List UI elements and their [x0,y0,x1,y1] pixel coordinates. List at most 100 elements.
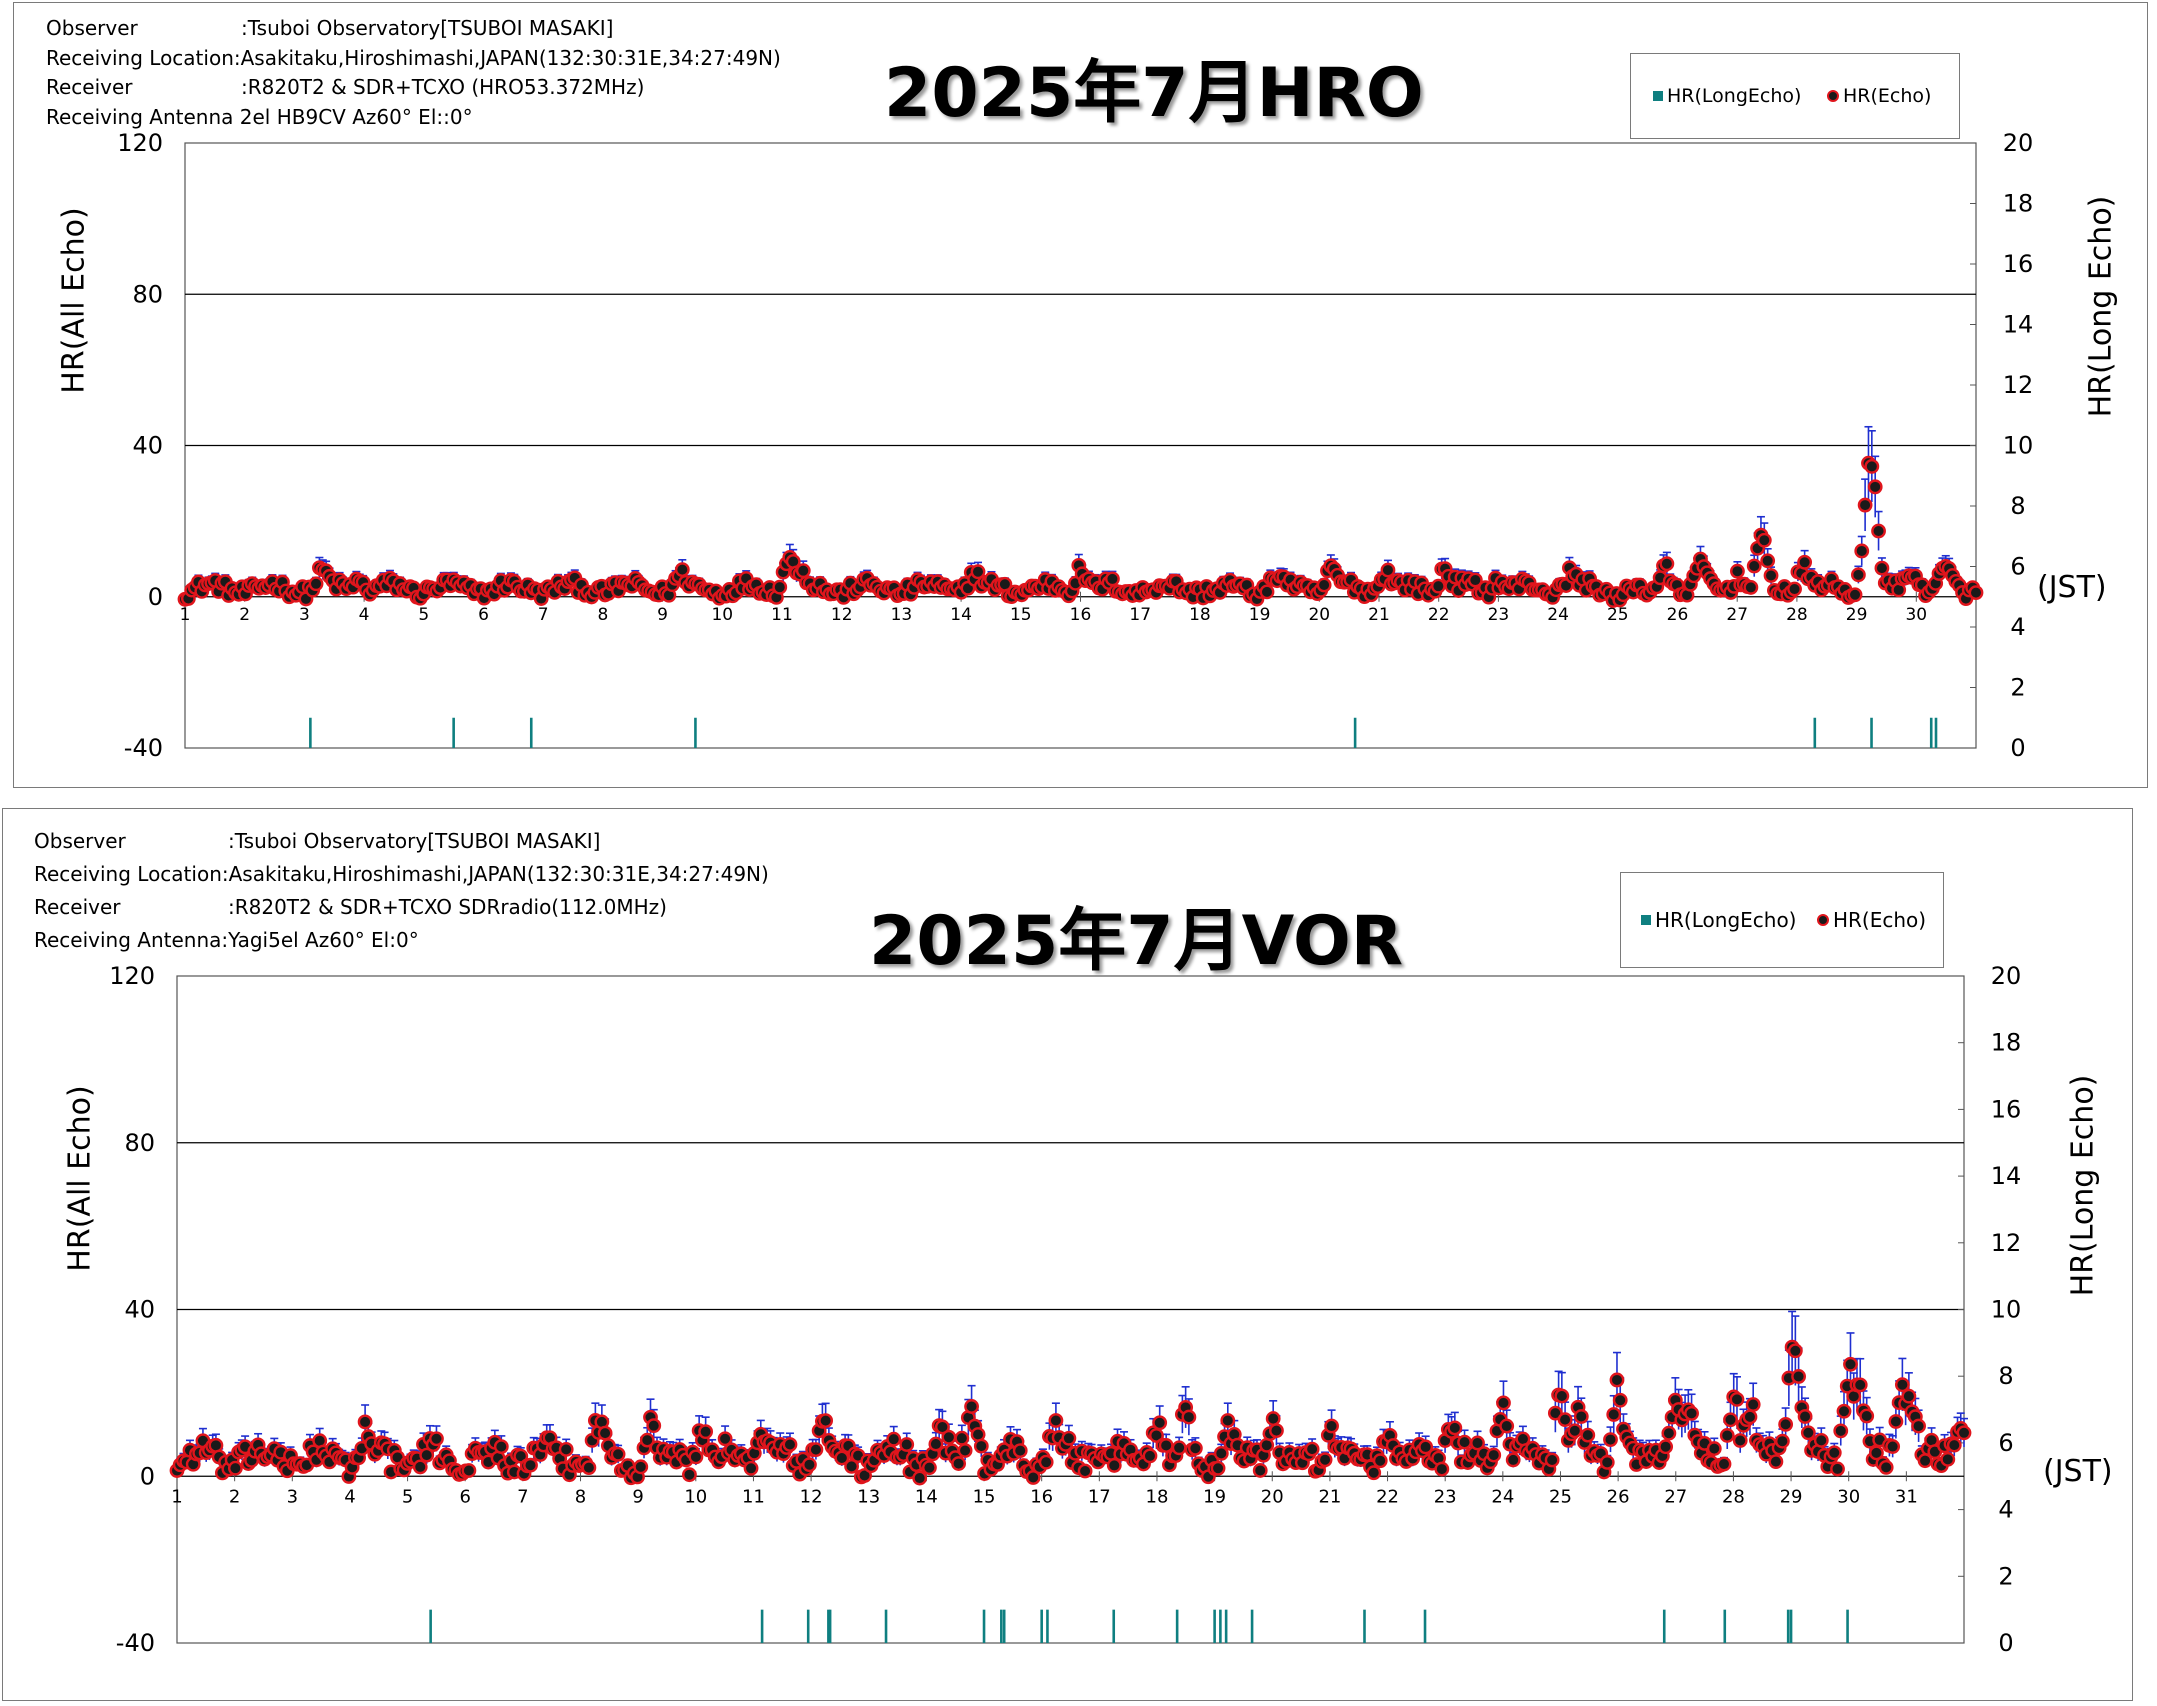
left-axis-tick-label: 40 [132,432,163,460]
x-axis-tick-label: 26 [1667,605,1689,625]
x-axis-tick-label: 21 [1318,1486,1341,1507]
x-axis-tick-label: 2 [239,605,250,625]
echo-data-point [633,1459,649,1475]
x-axis-tick-label: 13 [857,1486,880,1507]
echo-data-point [802,1457,817,1473]
echo-data-point [698,1424,714,1440]
echo-data-point [1470,1435,1485,1451]
x-axis-tick-label: 12 [831,605,853,625]
echo-data-point [1265,1411,1281,1426]
echo-data-point [970,564,986,580]
echo-data-point [1025,1470,1041,1485]
legend-long-echo: HR(LongEcho) [1641,873,1796,967]
echo-data-point [1763,568,1779,583]
echo-data-point [1061,1430,1077,1446]
x-axis-tick-label: 2 [229,1486,240,1507]
echo-data-point [1874,560,1890,576]
echo-data-point [1864,459,1880,474]
x-axis-tick-label: 24 [1547,605,1569,625]
echo-data-point [1557,1412,1573,1428]
echo-data-point [1787,1343,1803,1359]
echo-data-point [1152,1415,1168,1431]
right-axis-tick-label: 8 [1998,1362,2013,1390]
echo-data-point [1723,1412,1738,1428]
x-axis-tick-label: 15 [1010,605,1032,625]
echo-data-point [1968,585,1984,601]
echo-data-point [1878,1459,1894,1475]
echo-data-point [1496,1395,1511,1411]
echo-data-point [1048,1413,1064,1428]
echo-data-point [1732,1433,1748,1448]
x-axis-tick-label: 27 [1664,1486,1687,1507]
left-axis-tick-label: 120 [117,129,163,157]
echo-data-point [1760,553,1776,569]
x-axis-tick-label: 29 [1846,605,1868,625]
echo-data-point [1826,1445,1842,1461]
echo-data-point [808,1442,824,1457]
echo-data-point [308,576,324,592]
echo-marker-icon [1817,914,1829,926]
echo-data-point [1843,1356,1858,1372]
echo-data-point [523,1457,538,1473]
echo-data-point [1380,562,1396,578]
x-axis-tick-label: 3 [299,605,310,625]
x-axis-tick-label: 8 [597,605,608,625]
echo-data-point [912,1470,928,1486]
echo-data-point [419,1447,435,1463]
long-echo-swatch-icon [1641,915,1651,925]
echo-data-point [1787,581,1802,597]
echo-data-point [1719,1428,1735,1443]
echo-data-point [1447,1420,1463,1436]
x-axis-tick-label: 20 [1261,1486,1284,1507]
x-axis-tick-label: 29 [1780,1486,1803,1507]
x-axis-tick-label: 25 [1549,1486,1572,1507]
observer-value: :Tsuboi Observatory[TSUBOI MASAKI] [228,829,601,853]
echo-data-point [1573,1409,1589,1424]
echo-data-point [772,579,788,595]
echo-data-point [1867,479,1883,495]
hro-chart-panel: 120 80 40 0 -40 20 18 16 14 12 10 8 6 4 2 0 1 2 3 4 5 6 7 8 9 10 1… [13,2,2148,788]
left-axis-tick-label: 80 [124,1129,155,1157]
echo-data-point [1774,1433,1790,1449]
echo-data-point [1813,1432,1829,1448]
echo-data-point [818,1413,834,1429]
echo-data-point [1901,1388,1917,1404]
echo-data-point [1609,1372,1625,1388]
right-axis-tick-label: 20 [1991,962,2022,990]
x-axis-tick-label: 6 [459,1486,470,1507]
echo-data-point [1486,1447,1502,1463]
echo-data-point [1729,1391,1745,1407]
echo-data-point [1220,1413,1236,1428]
echo-data-point [493,1439,509,1455]
echo-data-point [1830,1461,1845,1477]
echo-data-point [941,1429,957,1445]
right-axis-tick-label: 12 [2003,371,2034,399]
x-axis-tick-label: 24 [1491,1486,1514,1507]
echo-data-point [973,1438,989,1454]
left-axis-tick-label: -40 [116,1629,155,1657]
right-axis-tick-label: 0 [1998,1629,2013,1657]
echo-data-point [639,1432,655,1448]
x-axis-tick-label: 11 [771,605,793,625]
echo-data-point [1791,1369,1806,1384]
left-axis-tick-label: 120 [109,962,155,990]
echo-data-point [1869,1445,1884,1461]
vor-chart-title: 2025年7月VOR [869,902,1404,981]
echo-data-point [1797,554,1813,570]
echo-data-point [1187,1440,1203,1456]
right-axis-tick-label: 10 [2003,432,2034,460]
echo-data-point [1580,1427,1596,1443]
vor-chart-panel: 120 80 40 0 -40 20 18 16 14 12 10 8 6 4 2 0 1 2 3 4 5 6 7 8 9 10 1… [2,808,2133,1701]
echo-data-point [610,1446,626,1462]
hro-left-axis-title: HR(All Echo) [56,207,92,394]
echo-data-point [581,1460,597,1476]
x-axis-tick-label: 1 [180,605,191,625]
echo-data-point [1836,1403,1852,1419]
echo-data-point [429,1431,444,1447]
echo-data-point [1833,1423,1849,1439]
antenna-label: Receiving Antenna [46,105,234,129]
echo-data-point [1850,567,1866,583]
echo-data-point [1505,1452,1521,1468]
right-axis-tick-label: 0 [2010,734,2025,762]
